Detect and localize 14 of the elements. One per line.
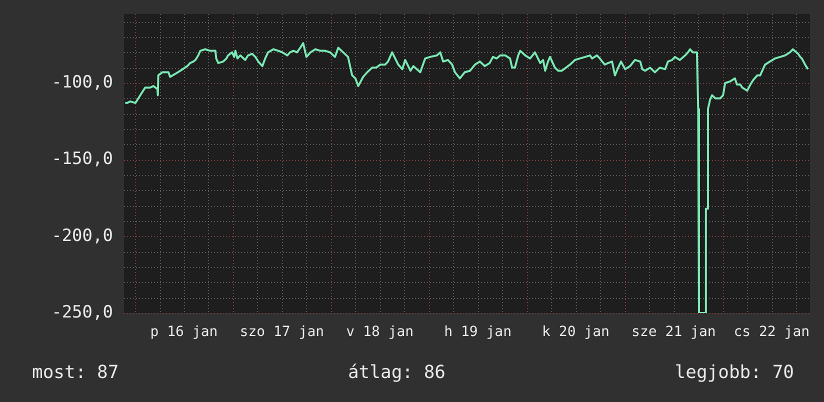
x-tick-label: cs 22 jan [734, 324, 810, 340]
text: most: 87 [32, 362, 119, 383]
x-tick-label: p 16 jan [150, 324, 218, 340]
x-tick-label: k 20 jan [542, 324, 610, 340]
y-tick-label: -100,0 [52, 72, 113, 92]
x-tick-label: h 19 jan [444, 324, 512, 340]
y-tick-label: -250,0 [52, 302, 113, 322]
x-tick-label: sze 21 jan [632, 324, 716, 340]
text: átlag: 86 [348, 362, 446, 383]
text: legjobb: 70 [674, 362, 794, 383]
x-tick-label: v 18 jan [346, 324, 414, 340]
y-tick-label: -150,0 [52, 149, 113, 170]
x-tick-label: szo 17 jan [240, 324, 324, 340]
y-tick-label: -200,0 [52, 226, 113, 246]
